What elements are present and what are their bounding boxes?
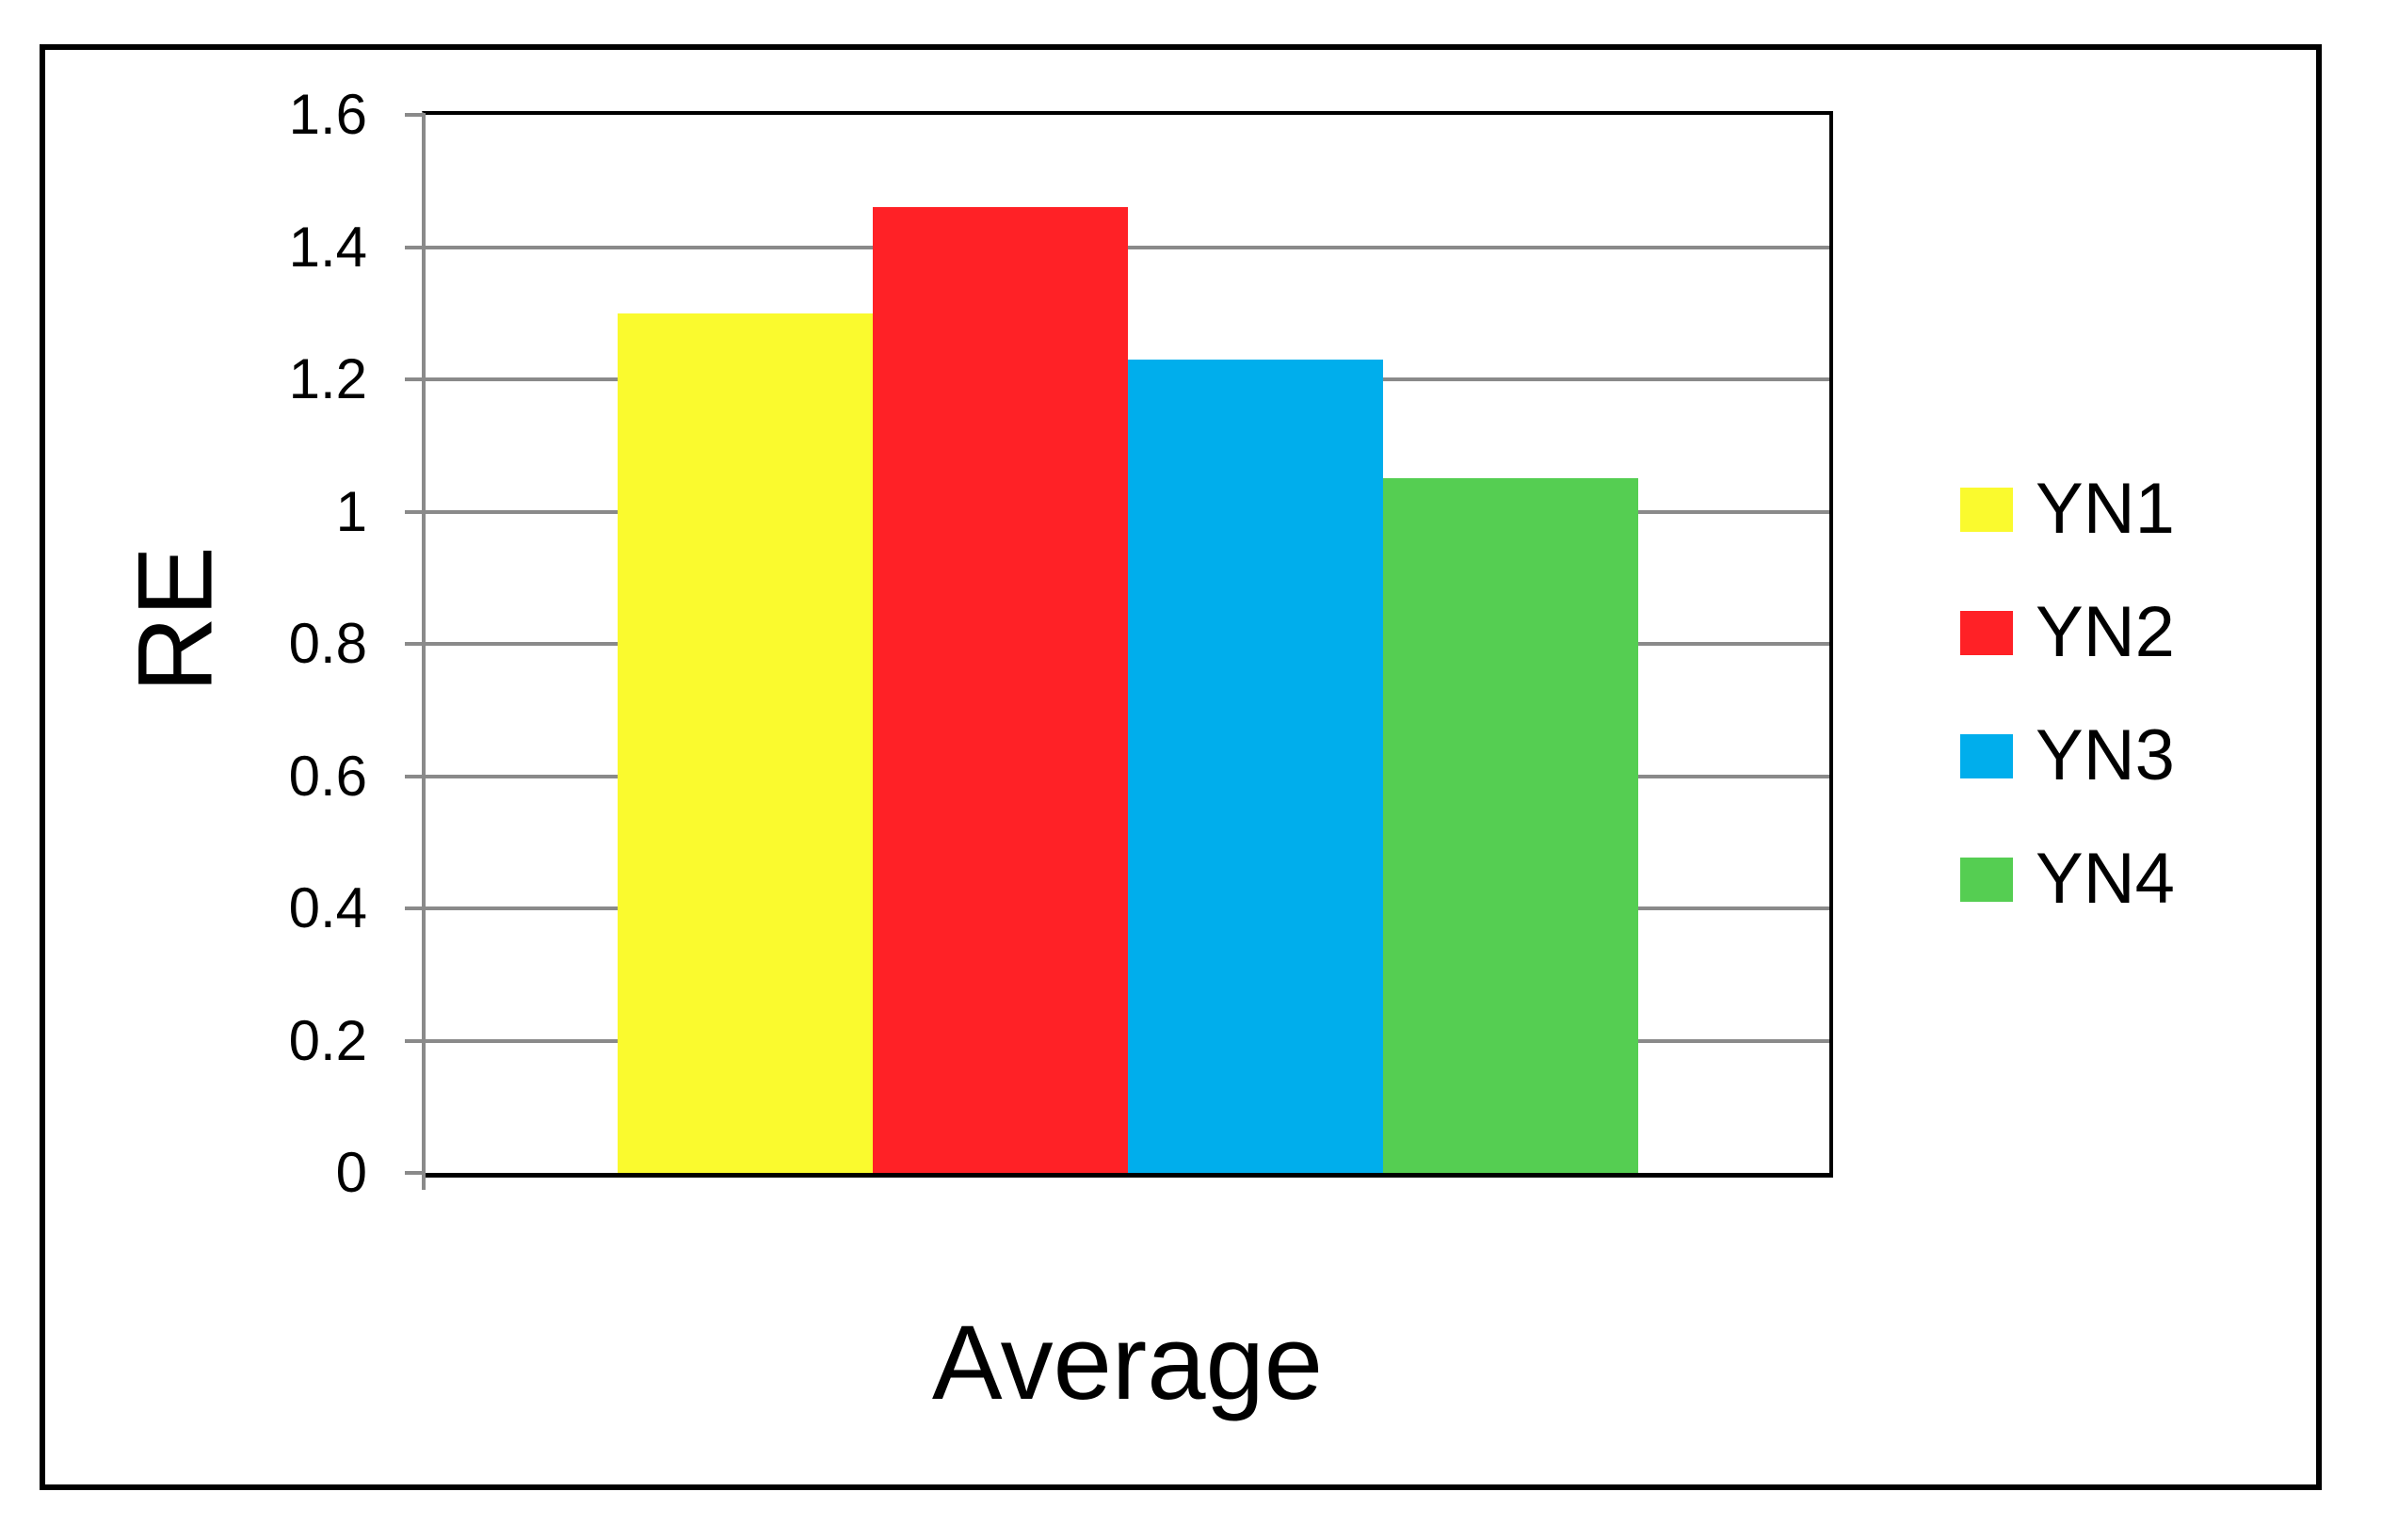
bar-yn2 — [873, 207, 1128, 1173]
y-tick-label: 0.2 — [288, 1008, 367, 1072]
y-tick-mark — [405, 774, 426, 778]
y-tick-mark — [405, 642, 426, 646]
legend-item-yn3: YN3 — [1960, 714, 2175, 797]
bar-yn1 — [618, 313, 873, 1173]
legend-label-yn3: YN3 — [2036, 715, 2175, 795]
legend: YN1 YN2 YN3 YN4 — [1960, 468, 2382, 967]
legend-label-yn4: YN4 — [2036, 839, 2175, 919]
y-axis-title: RE — [116, 546, 234, 693]
legend-swatch-yn2 — [1960, 610, 2013, 655]
y-tick-mark — [405, 245, 426, 249]
legend-item-yn1: YN1 — [1960, 468, 2175, 551]
y-tick-mark — [405, 509, 426, 514]
x-axis-title: Average — [931, 1304, 1324, 1421]
legend-swatch-yn4 — [1960, 857, 2013, 902]
y-tick-label: 0.8 — [288, 612, 367, 675]
bar-yn4 — [1383, 478, 1638, 1173]
legend-swatch-yn3 — [1960, 733, 2013, 778]
y-tick-label: 0 — [335, 1141, 367, 1204]
legend-label-yn1: YN1 — [2036, 469, 2175, 549]
bar-yn3 — [1128, 359, 1383, 1173]
y-tick-label: 1.6 — [288, 83, 367, 146]
y-tick-mark — [405, 113, 426, 117]
legend-item-yn4: YN4 — [1960, 838, 2175, 921]
y-tick-mark — [405, 377, 426, 381]
legend-swatch-yn1 — [1960, 487, 2013, 532]
outer-border — [40, 44, 2322, 1490]
plot-area — [422, 111, 1833, 1178]
y-tick-label: 1 — [335, 479, 367, 543]
y-tick-mark — [405, 1038, 426, 1043]
x-axis-tick — [422, 1173, 426, 1190]
y-tick-label: 0.6 — [288, 744, 367, 808]
y-tick-mark — [405, 906, 426, 910]
y-tick-mark — [405, 1171, 426, 1175]
y-tick-label: 1.4 — [288, 215, 367, 279]
legend-label-yn2: YN2 — [2036, 592, 2175, 672]
legend-item-yn2: YN2 — [1960, 591, 2175, 674]
y-tick-label: 1.2 — [288, 347, 367, 410]
y-tick-label: 0.4 — [288, 876, 367, 939]
